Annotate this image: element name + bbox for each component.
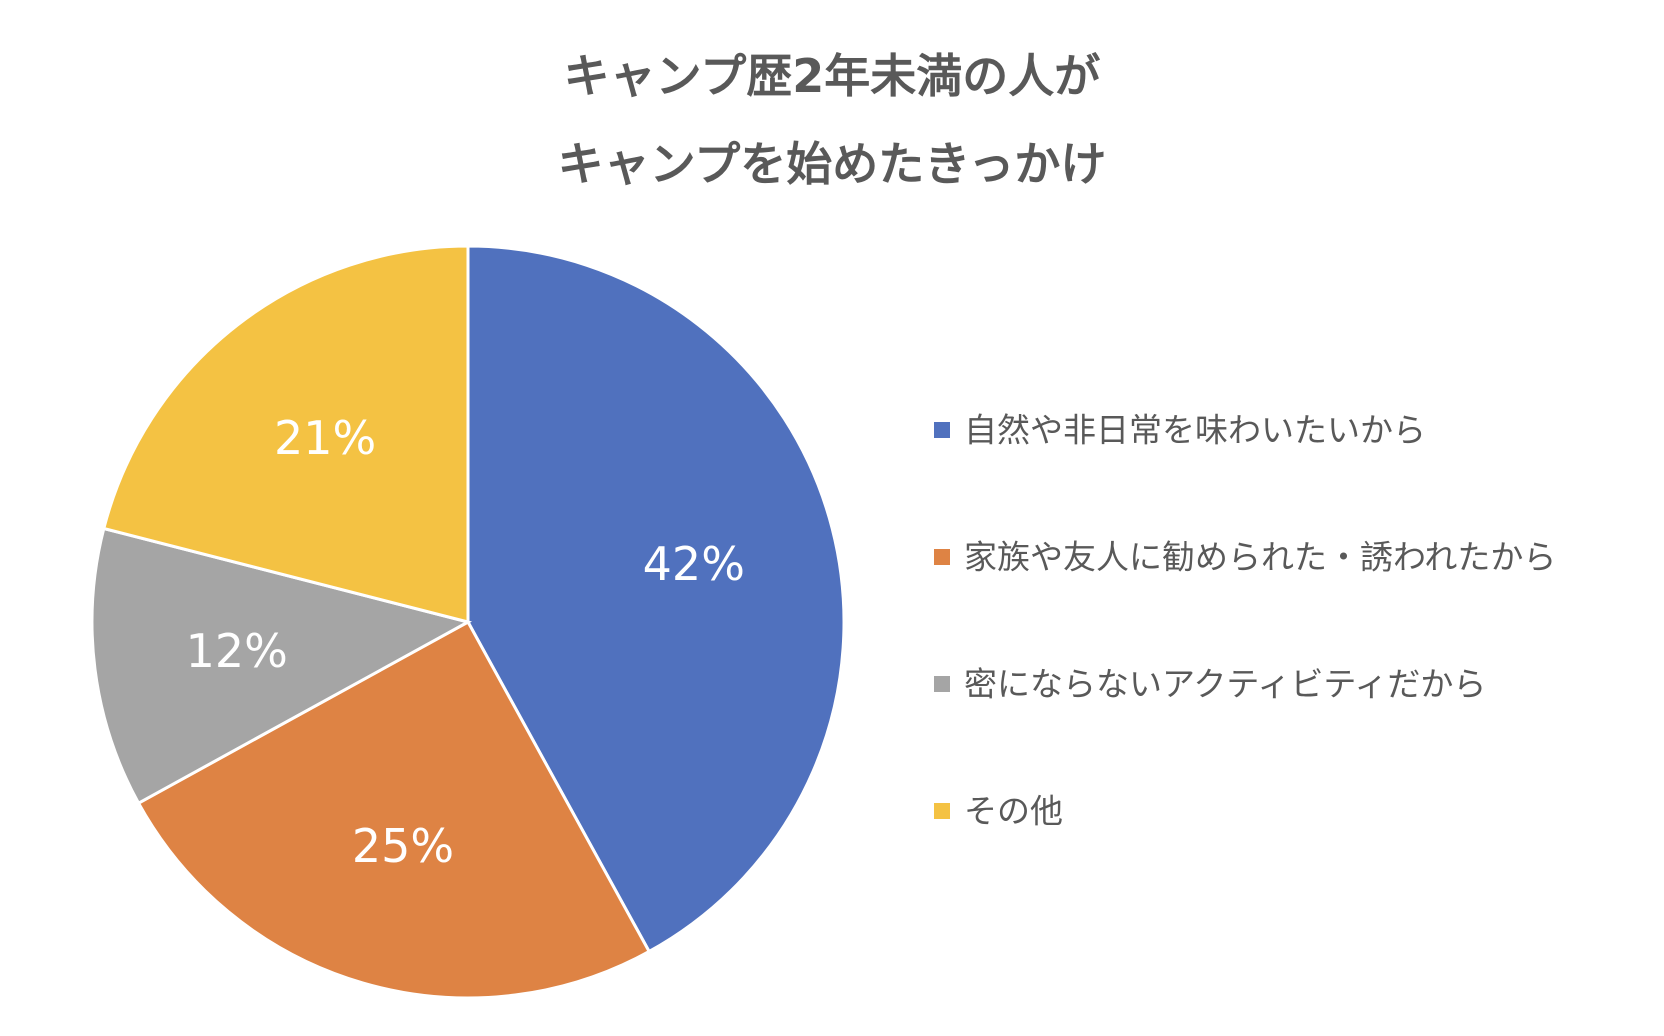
legend-label-1: 自然や非日常を味わいたいから [964,411,1426,450]
pie-slice-3 [90,526,473,806]
chart-title-line-2: キャンプを始めたきっかけ [558,137,1107,191]
legend-item-3: 密にならないアクティビティだから [934,665,1486,704]
data-label-1: 42% [643,537,745,591]
pie-slice-1 [466,244,846,954]
pie-slices [90,244,846,1000]
legend-label-4: その他 [964,792,1063,831]
legend-label-2: 家族や友人に勧められた・誘われたから [964,538,1556,577]
pie-slice-4 [101,244,470,624]
legend-swatch-1 [934,422,950,438]
data-label-4: 21% [274,411,376,465]
chart-title: キャンプ歴2年未満の人が キャンプを始めたきっかけ [558,49,1107,191]
pie-slice-2 [136,619,652,1000]
legend-swatch-2 [934,549,950,565]
legend-swatch-4 [934,803,950,819]
legend-item-4: その他 [934,792,1063,831]
legend-swatch-3 [934,676,950,692]
legend-item-2: 家族や友人に勧められた・誘われたから [934,538,1556,577]
chart-title-line-1: キャンプ歴2年未満の人が [564,49,1101,103]
legend-label-3: 密にならないアクティビティだから [964,665,1486,704]
legend: 自然や非日常を味わいたいから家族や友人に勧められた・誘われたから密にならないアク… [934,411,1556,831]
pie-data-labels: 42% 25% 12% 21% [186,411,745,873]
data-label-3: 12% [186,624,288,678]
data-label-2: 25% [352,819,454,873]
legend-item-1: 自然や非日常を味わいたいから [934,411,1426,450]
